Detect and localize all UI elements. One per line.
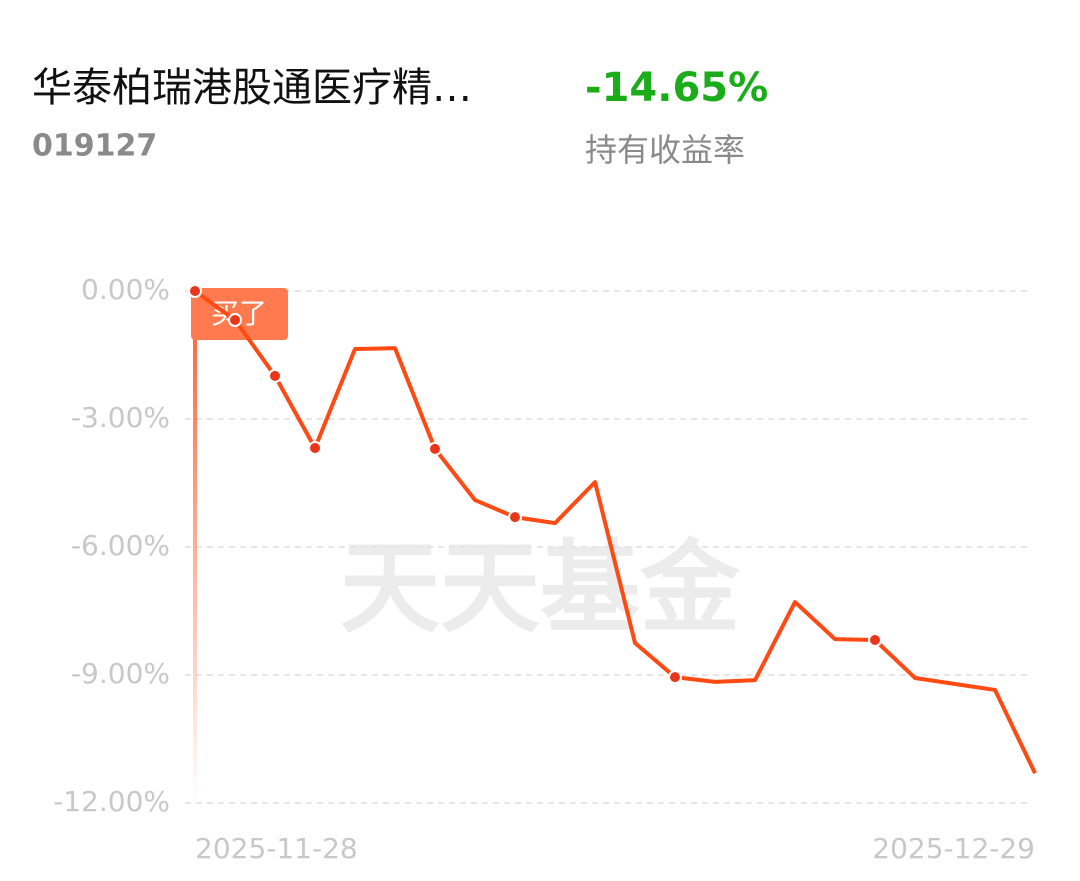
y-tick-label: -12.00% — [53, 785, 170, 818]
y-tick-label: -3.00% — [71, 401, 170, 434]
x-tick-label: 2025-12-29 — [872, 832, 1035, 865]
point-marker — [268, 368, 282, 383]
y-tick-label: -9.00% — [71, 657, 170, 690]
fund-title: 华泰柏瑞港股通医疗精… — [32, 65, 472, 111]
annotation-box — [191, 288, 288, 340]
point-marker — [188, 284, 202, 298]
point-marker — [508, 510, 522, 525]
start-line — [193, 291, 197, 803]
line-series — [193, 289, 1037, 774]
point-marker — [228, 313, 242, 328]
watermark: 天天基金 — [340, 529, 741, 646]
return-label: 持有收益率 — [585, 131, 745, 169]
x-tick-label: 2025-11-28 — [195, 832, 358, 865]
point-marker — [428, 441, 442, 456]
point-marker — [668, 670, 682, 685]
point-marker — [308, 441, 322, 456]
return-value: -14.65% — [585, 65, 768, 111]
point-marker — [868, 633, 882, 648]
fund-code: 019127 — [32, 129, 157, 164]
y-tick-label: 0.00% — [81, 273, 170, 306]
y-tick-label: -6.00% — [71, 529, 170, 562]
